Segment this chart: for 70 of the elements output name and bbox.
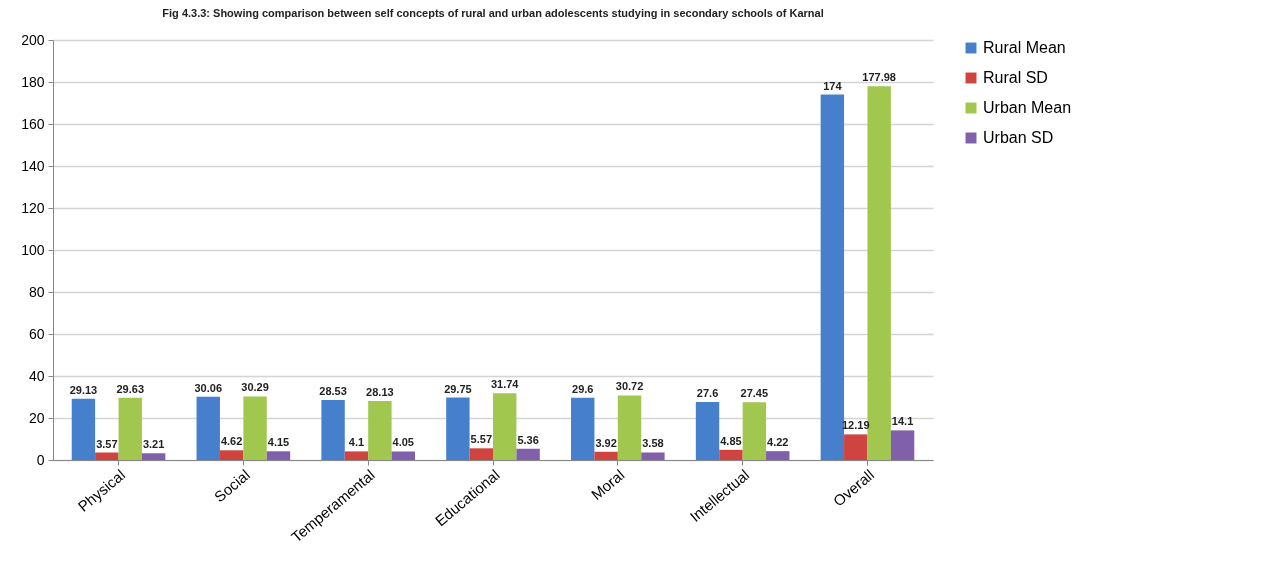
y-tick-label: 80 — [28, 283, 45, 300]
bar — [266, 451, 291, 460]
data-label: 4.22 — [767, 436, 789, 449]
bar — [766, 451, 790, 460]
y-tick-label: 100 — [21, 241, 45, 258]
data-label: 27.6 — [696, 387, 719, 400]
y-tick-label: 60 — [28, 325, 45, 342]
data-label: 5.36 — [517, 433, 539, 446]
bar — [391, 451, 415, 460]
bar — [469, 448, 493, 460]
data-label: 5.57 — [470, 433, 493, 446]
y-tick-label: 40 — [28, 367, 45, 384]
data-label: 4.85 — [720, 434, 742, 447]
bar — [196, 396, 220, 460]
data-label: 29.13 — [69, 383, 98, 396]
bar — [641, 452, 665, 460]
data-label: 30.72 — [615, 380, 644, 393]
data-label: 29.63 — [116, 382, 144, 395]
bar — [867, 86, 891, 460]
bar — [321, 400, 345, 460]
data-label: 29.6 — [572, 382, 594, 395]
data-label: 28.13 — [366, 385, 394, 398]
data-label: 31.74 — [490, 378, 520, 391]
bar — [695, 402, 720, 460]
y-tick-label: 160 — [21, 115, 45, 132]
bar — [493, 393, 517, 460]
data-label: 27.45 — [740, 387, 769, 400]
data-label: 4.1 — [348, 436, 365, 449]
bar — [368, 400, 392, 460]
data-label: 30.06 — [194, 381, 223, 394]
y-tick-label: 120 — [21, 199, 45, 216]
data-label: 3.92 — [595, 436, 617, 449]
data-label: 177.98 — [862, 71, 896, 84]
data-label: 3.21 — [142, 438, 165, 451]
data-label: 3.57 — [96, 437, 118, 450]
y-tick-label: 20 — [28, 409, 45, 426]
chart-title: Fig 4.3.3: Showing comparison between self concepts of rural and urban adolescents studying in secondary schools of Karnal — [162, 7, 824, 19]
bar — [594, 451, 618, 460]
legend-label: Rural SD — [983, 69, 1048, 86]
bar — [95, 452, 119, 460]
bar — [141, 453, 166, 460]
bar — [243, 396, 267, 460]
data-label: 28.53 — [319, 385, 347, 398]
y-tick-label: 180 — [21, 73, 45, 90]
data-label: 4.05 — [392, 436, 414, 449]
bar — [742, 402, 767, 460]
data-label: 29.75 — [444, 382, 472, 395]
y-tick-label: 200 — [21, 31, 45, 48]
bar — [617, 395, 642, 460]
bar — [219, 450, 244, 460]
y-tick-label: 0 — [36, 451, 45, 468]
data-label: 14.1 — [891, 415, 914, 428]
data-label: 4.15 — [267, 436, 290, 449]
bar — [719, 449, 743, 460]
bar — [71, 398, 96, 460]
data-label: 3.58 — [642, 437, 664, 450]
data-label: 30.29 — [241, 381, 269, 394]
y-tick-label: 140 — [21, 157, 45, 174]
legend-label: Rural Mean — [983, 39, 1066, 56]
data-label: 174 — [823, 79, 843, 92]
bar — [890, 430, 915, 460]
bar — [446, 397, 470, 460]
legend-label: Urban SD — [983, 129, 1054, 146]
bar — [571, 397, 595, 460]
data-label: 4.62 — [220, 435, 243, 448]
bar — [344, 451, 369, 460]
legend-label: Urban Mean — [983, 99, 1072, 116]
bar — [118, 397, 142, 460]
bar — [516, 448, 540, 460]
bar — [844, 434, 868, 460]
